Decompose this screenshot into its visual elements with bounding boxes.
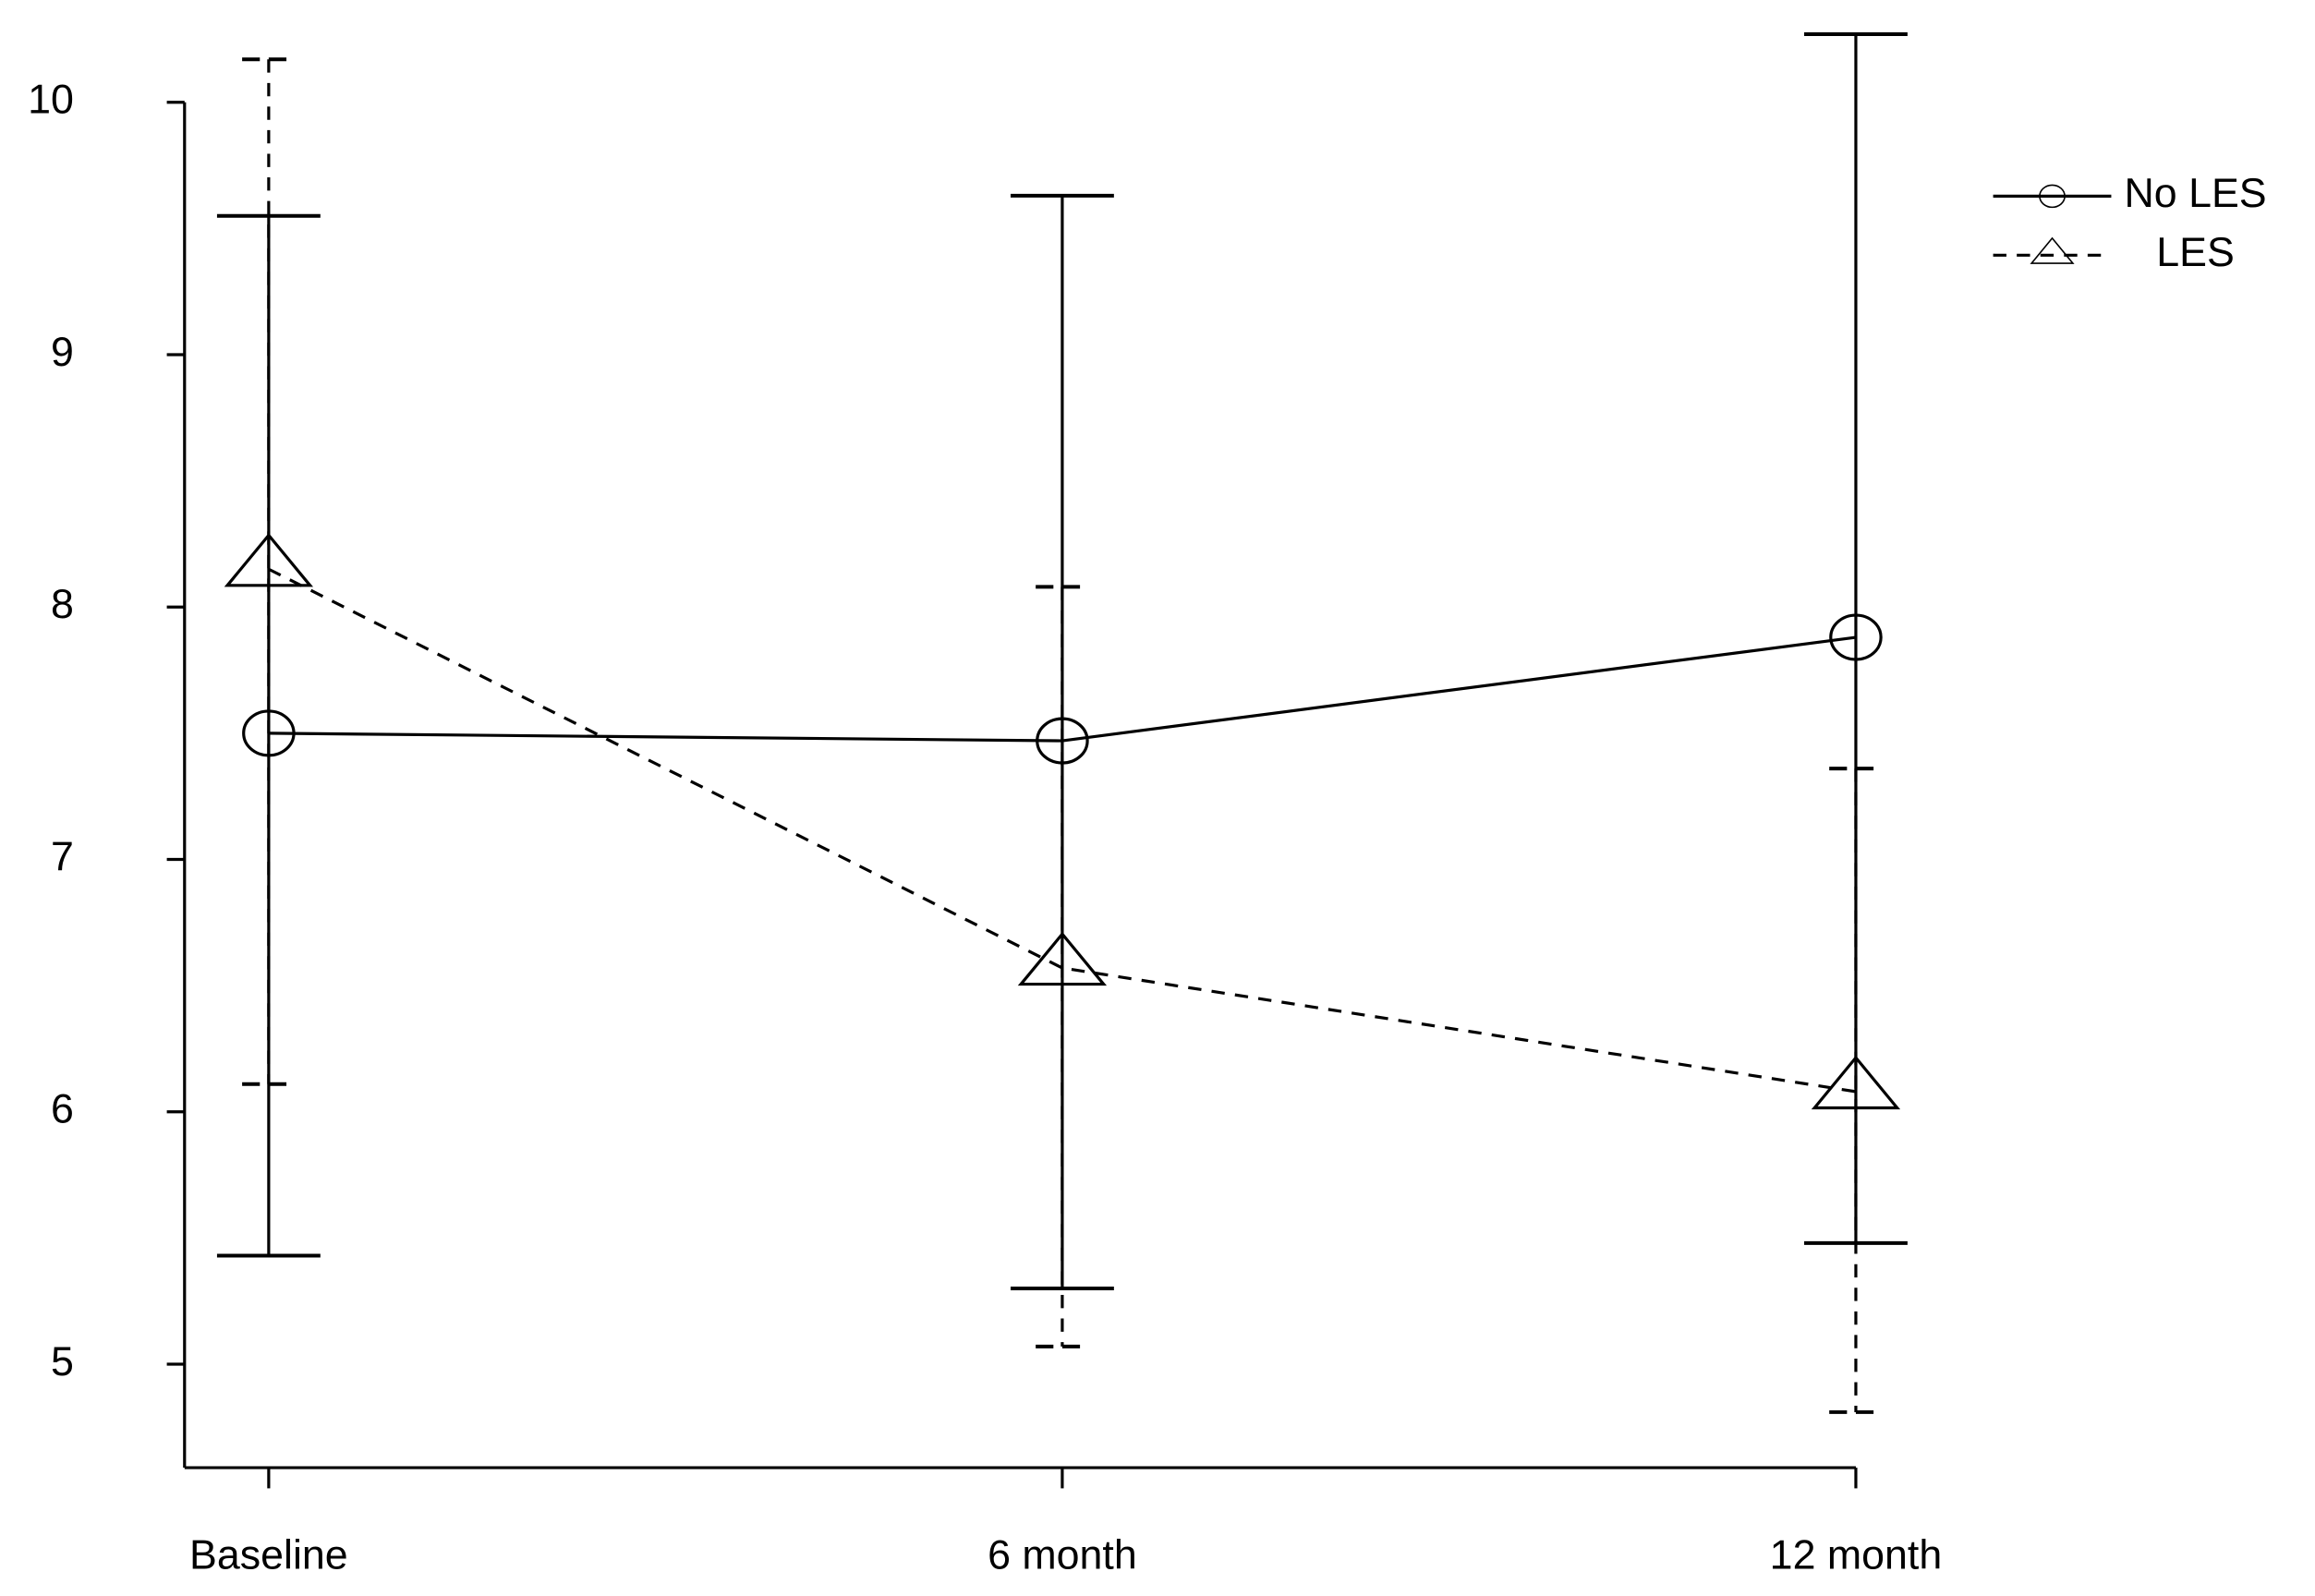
y-tick-label: 10	[28, 78, 74, 123]
y-tick-label: 5	[51, 1339, 74, 1384]
y-tick-label: 9	[51, 330, 74, 375]
x-tick-label: 6 month	[988, 1532, 1137, 1578]
point	[1829, 613, 1883, 661]
series-line	[268, 567, 1857, 1094]
y-tick-label: 8	[51, 582, 74, 627]
legend-marker	[2039, 184, 2066, 209]
legend-label: No LES	[2124, 171, 2266, 216]
y-tick-label: 7	[51, 834, 74, 879]
legend-marker	[2030, 236, 2075, 264]
legend-label: LES	[2156, 230, 2235, 275]
point	[1811, 1055, 1901, 1110]
x-tick-label: 12 month	[1770, 1532, 1943, 1578]
point	[224, 533, 314, 587]
x-tick-label: Baseline	[189, 1532, 348, 1578]
point	[1017, 931, 1108, 986]
y-tick-label: 6	[51, 1087, 74, 1132]
